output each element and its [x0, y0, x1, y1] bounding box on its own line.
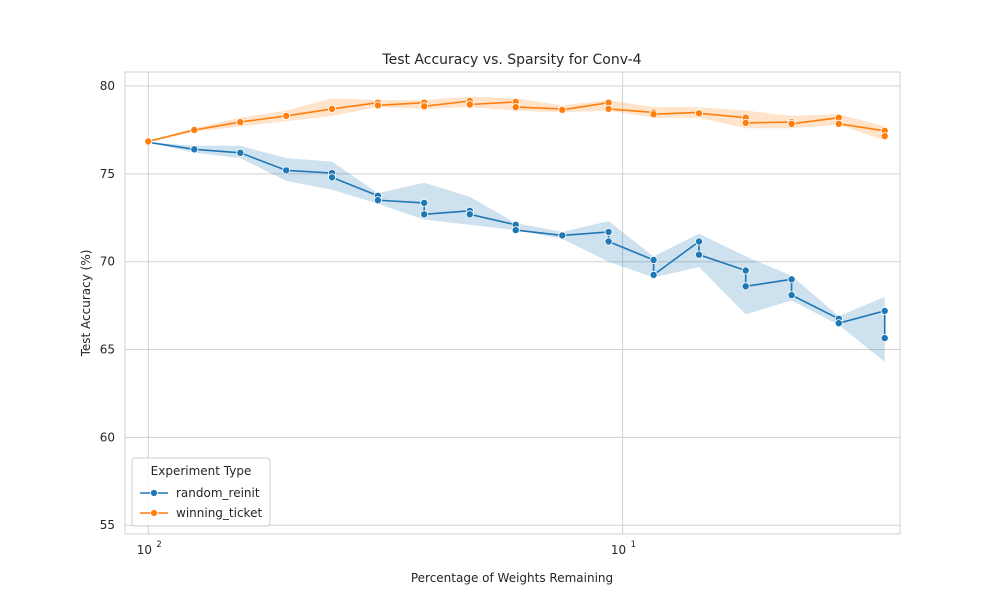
y-axis-ticks: 55 60 65 70 75 80	[100, 79, 115, 532]
point-winning-ticket-12	[511, 103, 520, 112]
point-winning-ticket-1	[190, 126, 199, 135]
point-random-reinit-9	[420, 210, 429, 219]
point-winning-ticket-24	[787, 119, 796, 128]
point-random-reinit-22	[741, 282, 750, 291]
y-tick-label-70: 70	[100, 255, 115, 269]
point-winning-ticket-4	[327, 104, 336, 113]
x-tick-exponent-100: 2	[156, 540, 161, 550]
point-random-reinit-17	[649, 255, 658, 264]
legend-marker-random-reinit	[150, 489, 158, 497]
x-tick-label-100: 10	[137, 543, 152, 557]
x-axis-label: Percentage of Weights Remaining	[411, 571, 613, 585]
point-random-reinit-8	[420, 198, 429, 207]
point-random-reinit-16	[604, 237, 613, 246]
point-random-reinit-28	[880, 334, 889, 343]
legend-label-random-reinit: random_reinit	[176, 486, 260, 500]
point-random-reinit-2	[236, 148, 245, 157]
point-random-reinit-23	[787, 275, 796, 284]
x-tick-exponent-10: 1	[631, 540, 636, 550]
point-random-reinit-20	[695, 250, 704, 259]
x-tick-label-10: 10	[611, 543, 626, 557]
y-tick-label-75: 75	[100, 167, 115, 181]
point-winning-ticket-2	[236, 118, 245, 127]
legend-box	[131, 457, 271, 527]
y-tick-label-80: 80	[100, 79, 115, 93]
legend: Experiment Type random_reinit winning_ti…	[131, 457, 271, 527]
plot-frame	[124, 71, 901, 535]
point-winning-ticket-3	[282, 111, 291, 120]
point-winning-ticket-22	[741, 118, 750, 127]
x-axis-ticks: 10 2 10 1	[137, 540, 636, 557]
point-random-reinit-15	[604, 227, 613, 236]
legend-marker-winning-ticket	[150, 509, 158, 517]
point-winning-ticket-16	[604, 104, 613, 113]
point-winning-ticket-10	[465, 100, 474, 109]
point-random-reinit-5	[327, 173, 336, 182]
point-random-reinit-7	[373, 196, 382, 205]
chart-title: Test Accuracy vs. Sparsity for Conv-4	[381, 52, 641, 68]
point-winning-ticket-28	[880, 132, 889, 141]
point-random-reinit-19	[695, 237, 704, 246]
legend-title: Experiment Type	[151, 464, 252, 478]
series-points	[144, 97, 889, 343]
point-winning-ticket-14	[558, 105, 567, 114]
y-tick-label-65: 65	[100, 343, 115, 357]
point-random-reinit-27	[880, 306, 889, 315]
point-winning-ticket-26	[834, 119, 843, 128]
point-winning-ticket-18	[649, 110, 658, 119]
y-tick-label-60: 60	[100, 430, 115, 444]
y-tick-label-55: 55	[100, 518, 115, 532]
point-random-reinit-26	[834, 319, 843, 328]
point-random-reinit-13	[511, 226, 520, 235]
point-random-reinit-1	[190, 145, 199, 154]
legend-label-winning-ticket: winning_ticket	[176, 506, 262, 520]
point-random-reinit-11	[465, 210, 474, 219]
point-random-reinit-24	[787, 291, 796, 300]
y-axis-label: Test Accuracy (%)	[79, 250, 93, 358]
point-winning-ticket-20	[695, 109, 704, 118]
point-random-reinit-14	[558, 231, 567, 240]
grid	[125, 72, 900, 534]
point-random-reinit-3	[282, 166, 291, 175]
point-random-reinit-21	[741, 266, 750, 275]
point-winning-ticket-0	[144, 137, 153, 146]
plot-area	[124, 71, 901, 535]
point-winning-ticket-8	[420, 102, 429, 111]
point-random-reinit-18	[649, 270, 658, 279]
point-winning-ticket-6	[373, 101, 382, 110]
